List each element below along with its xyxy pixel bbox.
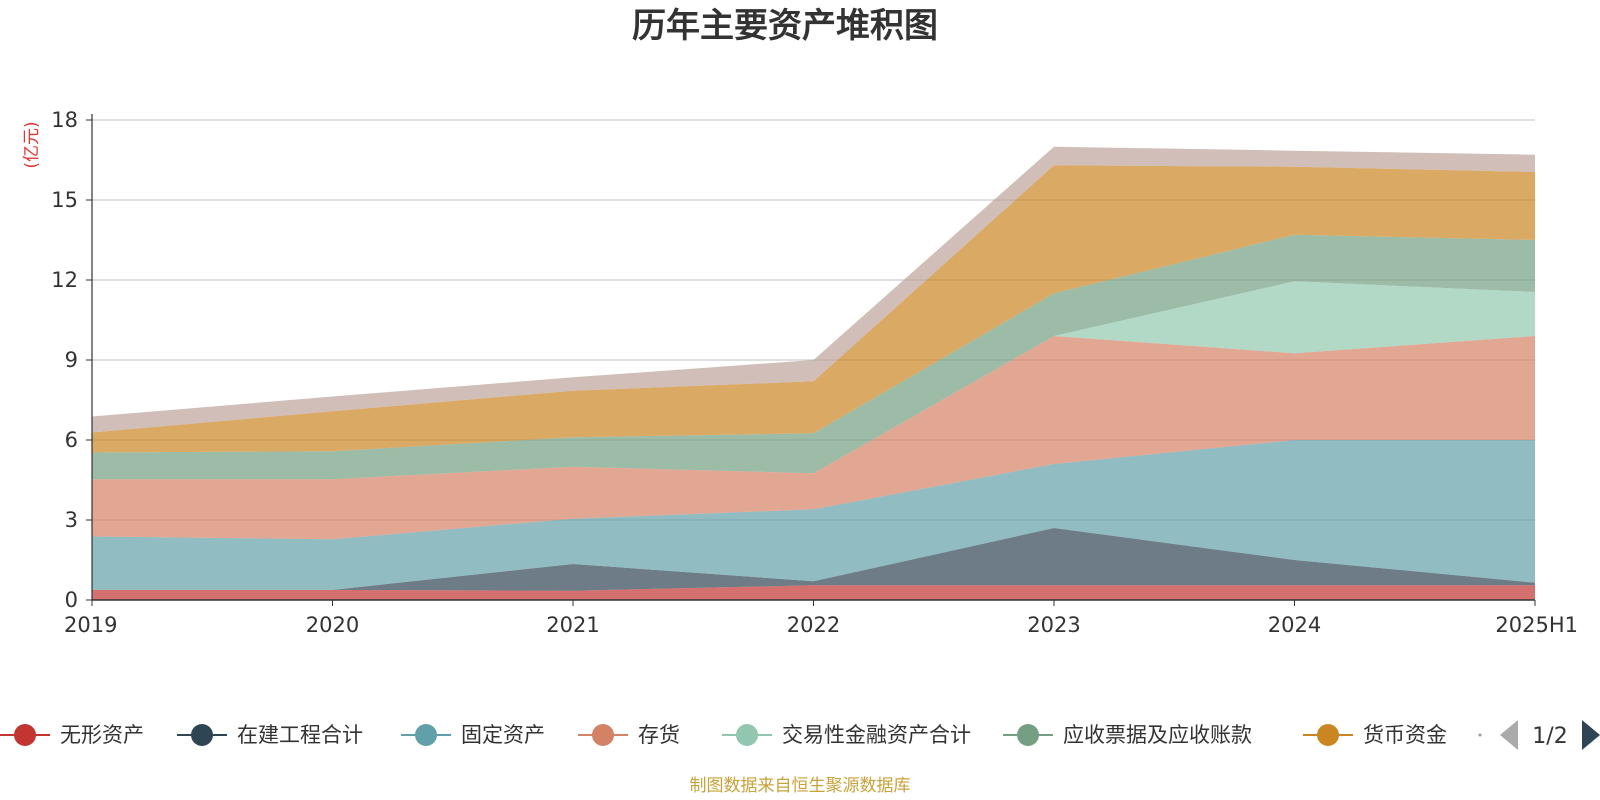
area-series-7	[92, 146, 1535, 433]
legend-item[interactable]: 货币资金	[1303, 723, 1447, 747]
area-series-4	[92, 281, 1535, 480]
area-series	[92, 146, 1535, 600]
legend-marker	[736, 724, 758, 746]
legend-overflow-dot	[1478, 733, 1482, 737]
legend: 无形资产 在建工程合计 固定资产 存货 交易性金融资产合计 应收票据及应收账款 货币资金 1/…	[0, 720, 1600, 750]
y-tick-label: 0	[65, 588, 78, 612]
legend-label: 应收票据及应收账款	[1063, 723, 1252, 747]
area-series-0	[92, 585, 1535, 600]
y-tick-label: 15	[51, 188, 78, 212]
axes: 0 3 6 9 12 15 18 2019 2020 2021 2022 2023 2024 2025H1	[51, 108, 1578, 637]
legend-marker	[415, 724, 437, 746]
area-series-1	[92, 528, 1535, 591]
y-unit-label: (亿元)	[22, 121, 42, 168]
area-series-3	[92, 336, 1535, 540]
area-series-5	[92, 234, 1535, 480]
y-tick-label: 12	[51, 268, 78, 292]
x-tick-label: 2021	[546, 613, 599, 637]
source-note: 制图数据来自恒生聚源数据库	[690, 776, 911, 796]
legend-next-icon[interactable]	[1582, 720, 1600, 750]
legend-item[interactable]: 存货	[578, 723, 680, 747]
legend-marker	[14, 724, 36, 746]
chart-title: 历年主要资产堆积图	[632, 6, 938, 46]
legend-item[interactable]: 应收票据及应收账款	[1003, 723, 1252, 747]
legend-label: 无形资产	[60, 723, 144, 747]
x-tick-label: 2019	[64, 613, 117, 637]
area-series-2	[92, 440, 1535, 590]
legend-item[interactable]: 固定资产	[401, 723, 545, 747]
legend-marker	[592, 724, 614, 746]
x-tick-label: 2023	[1027, 613, 1080, 637]
legend-item[interactable]: 无形资产	[0, 723, 144, 747]
y-tick-label: 3	[65, 508, 78, 532]
legend-page-indicator: 1/2	[1532, 724, 1567, 749]
legend-label: 在建工程合计	[237, 723, 363, 747]
x-tick-label: 2025H1	[1495, 613, 1578, 637]
x-tick-label: 2022	[787, 613, 840, 637]
y-tick-label: 9	[65, 348, 78, 372]
legend-marker	[1017, 724, 1039, 746]
legend-marker	[191, 724, 213, 746]
x-tick-label: 2024	[1268, 613, 1321, 637]
legend-item[interactable]: 交易性金融资产合计	[722, 723, 971, 747]
legend-item[interactable]: 在建工程合计	[177, 723, 363, 747]
legend-label: 交易性金融资产合计	[782, 723, 971, 747]
legend-marker	[1317, 724, 1339, 746]
x-tick-label: 2020	[306, 613, 359, 637]
y-tick-label: 6	[65, 428, 78, 452]
area-series-6	[92, 165, 1535, 453]
legend-prev-icon[interactable]	[1500, 720, 1518, 750]
legend-label: 存货	[638, 723, 680, 747]
legend-label: 固定资产	[461, 723, 545, 747]
y-tick-label: 18	[51, 108, 78, 132]
legend-label: 货币资金	[1363, 723, 1447, 747]
